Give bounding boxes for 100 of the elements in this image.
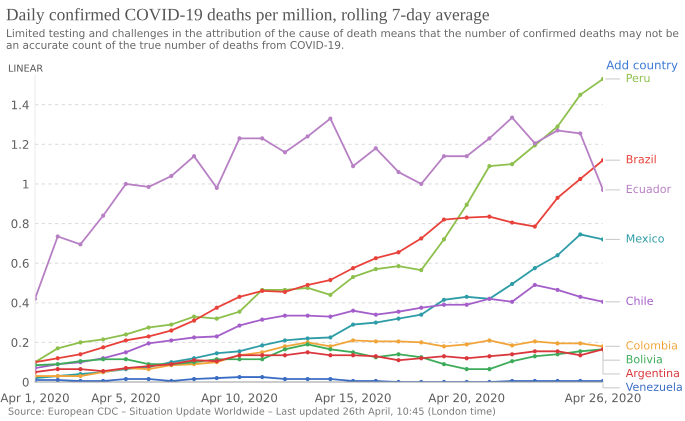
y-tick-label: 0.8 [11, 219, 29, 228]
point [350, 274, 356, 280]
point [510, 343, 514, 348]
y-tick-label: 0.2 [11, 338, 28, 348]
point [442, 362, 446, 366]
point [350, 266, 356, 270]
point [124, 350, 128, 354]
series-label: Peru [626, 74, 650, 82]
point [328, 353, 332, 358]
point [350, 322, 356, 327]
point [282, 347, 288, 352]
x-tick-label: Apr 20, 2020 [428, 393, 504, 405]
point [555, 128, 560, 133]
point [350, 353, 356, 358]
point [442, 237, 446, 242]
point [374, 146, 378, 150]
point [101, 214, 106, 218]
point [192, 318, 196, 323]
point [237, 136, 242, 140]
point [578, 92, 582, 97]
point [124, 376, 128, 382]
point [237, 294, 242, 299]
point [578, 131, 582, 136]
point [510, 220, 514, 225]
point [555, 349, 560, 354]
point [192, 314, 196, 319]
point [532, 354, 537, 358]
point [578, 294, 582, 299]
point [78, 340, 83, 344]
point [442, 218, 446, 222]
point [487, 354, 492, 358]
y-tick-label: 0.6 [11, 258, 29, 268]
point [510, 162, 514, 166]
point [350, 338, 356, 342]
point [442, 344, 446, 348]
point [306, 350, 310, 354]
point [442, 354, 446, 358]
point [578, 353, 582, 358]
point [419, 182, 424, 186]
point [56, 367, 60, 372]
series-label: Venezuela [626, 382, 682, 392]
point [146, 334, 151, 339]
point [306, 314, 310, 318]
point [555, 196, 560, 200]
point [328, 292, 332, 297]
point [374, 312, 378, 317]
point [487, 367, 492, 372]
point [56, 234, 60, 239]
point [396, 170, 401, 174]
point [192, 335, 196, 340]
point [555, 124, 560, 129]
y-tick-label: 1 [23, 180, 28, 188]
point [396, 264, 401, 268]
point [532, 266, 537, 270]
point [214, 306, 219, 310]
point [260, 357, 264, 362]
point [192, 154, 196, 158]
point [578, 349, 582, 354]
point [374, 339, 378, 344]
point [78, 367, 83, 372]
point [510, 282, 514, 286]
point [214, 376, 219, 380]
point [237, 310, 242, 314]
point [487, 164, 492, 168]
point [169, 338, 174, 342]
point [578, 176, 582, 182]
point [350, 164, 356, 168]
point [282, 314, 288, 318]
point [328, 116, 332, 121]
point [260, 343, 264, 348]
point [532, 282, 537, 288]
x-tick-label: Apr 10, 2020 [201, 393, 278, 405]
point [396, 316, 401, 321]
point [555, 341, 560, 346]
point [374, 267, 378, 272]
point [214, 334, 219, 339]
point [214, 351, 219, 356]
y-tick-label: 0.4 [11, 298, 29, 308]
point [306, 336, 310, 341]
point [419, 312, 424, 317]
point [124, 357, 128, 362]
point [306, 134, 310, 138]
point [328, 335, 332, 340]
point [487, 214, 492, 219]
y-tick-label: 1.4 [12, 100, 29, 110]
point [260, 318, 264, 322]
point [101, 337, 106, 342]
text: Argentina [626, 368, 679, 380]
series-label: Chile [626, 296, 653, 306]
chart-subtitle: Limited testing and challenges in the attribution of the cause of death means that the number of confirmed deaths may not be an accurate count of the true number of deaths from COVID-19. [6, 28, 678, 49]
point [169, 174, 174, 178]
point [396, 310, 401, 314]
point [260, 136, 264, 140]
point [56, 346, 60, 350]
point [169, 328, 174, 333]
point [419, 268, 424, 272]
text: LINEAR [8, 64, 43, 72]
line-series [35, 342, 603, 372]
point [260, 374, 264, 380]
source-note: Source: European CDC – Situation Update Worldwide – Last updated 26th April, 10:45 (London time) [8, 407, 496, 417]
